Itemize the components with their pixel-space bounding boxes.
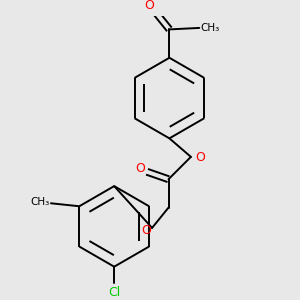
Text: O: O: [136, 162, 146, 175]
Text: Cl: Cl: [108, 286, 120, 298]
Text: O: O: [144, 0, 154, 12]
Text: O: O: [141, 224, 151, 237]
Text: O: O: [195, 151, 205, 164]
Text: CH₃: CH₃: [30, 197, 50, 207]
Text: CH₃: CH₃: [200, 23, 219, 33]
